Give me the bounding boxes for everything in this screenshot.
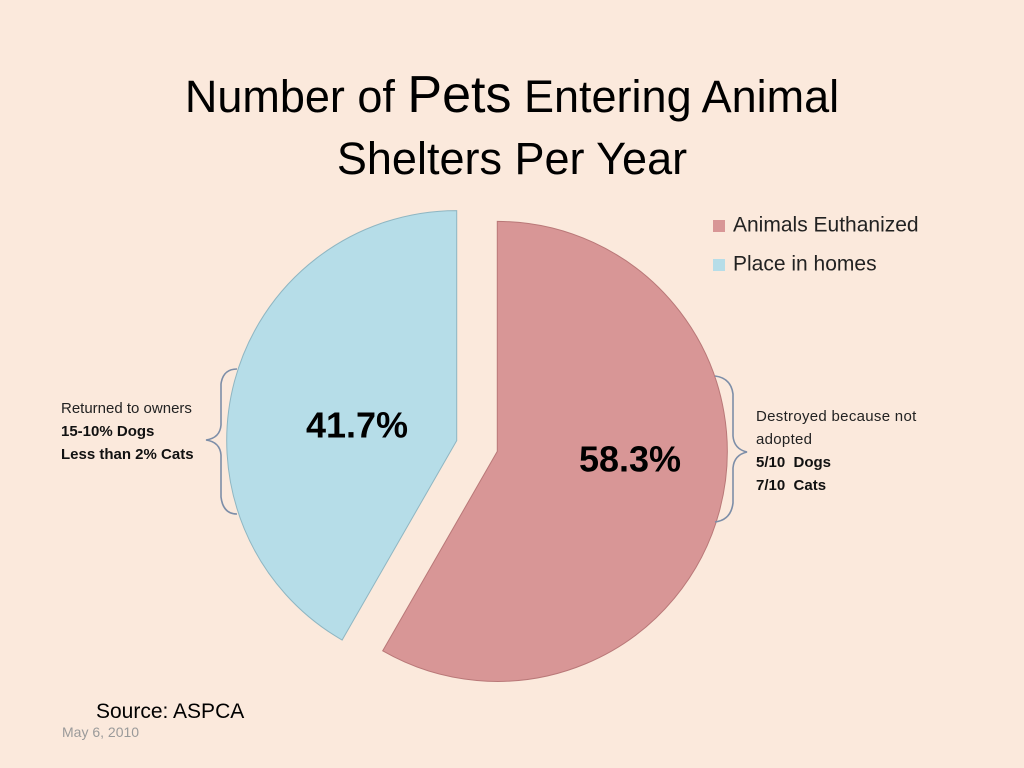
note-right-line3: 5/10 Dogs	[756, 454, 832, 471]
left-brace	[205, 368, 238, 515]
note-destroyed: Destroyed because not adopted 5/10 Dogs …	[756, 405, 917, 497]
slide-title: Number of Pets Entering Animal Shelters …	[112, 64, 912, 190]
data-label-place-in-homes: 41.7%	[306, 405, 408, 446]
note-right-line4: 7/10 Cats	[756, 477, 827, 494]
pie-slice-animals-euthanized	[382, 220, 728, 682]
legend-swatch-place-in-homes	[713, 259, 725, 271]
note-left-line3: Less than 2% Cats	[61, 446, 194, 463]
title-part1: Number of	[184, 71, 408, 123]
date-footer: May 6, 2010	[62, 724, 140, 740]
note-returned-to-owners: Returned to owners 15-10% Dogs Less than…	[61, 397, 194, 466]
legend-swatch-animals-euthanized	[713, 220, 725, 232]
right-brace	[714, 375, 748, 523]
title-part2: Entering Animal	[511, 71, 840, 123]
note-left-line1: Returned to owners	[61, 400, 192, 417]
title-emphasis: Pets	[407, 66, 512, 125]
note-left-line2: 15-10% Dogs	[61, 423, 155, 440]
pie-data-labels: 58.3% 41.7%	[306, 405, 681, 480]
note-right-line2: adopted	[756, 431, 813, 448]
pie-slices	[226, 210, 728, 682]
legend-label-animals-euthanized: Animals Euthanized	[733, 214, 919, 237]
data-label-animals-euthanized: 58.3%	[579, 439, 681, 480]
legend-label-place-in-homes: Place in homes	[733, 253, 877, 276]
source-text: Source: ASPCA	[96, 700, 245, 723]
title-line2: Shelters Per Year	[336, 133, 688, 185]
chart-legend: Animals Euthanized Place in homes	[713, 214, 919, 276]
note-right-line1: Destroyed because not	[756, 408, 917, 425]
pie-slice-place-in-homes	[226, 210, 458, 641]
